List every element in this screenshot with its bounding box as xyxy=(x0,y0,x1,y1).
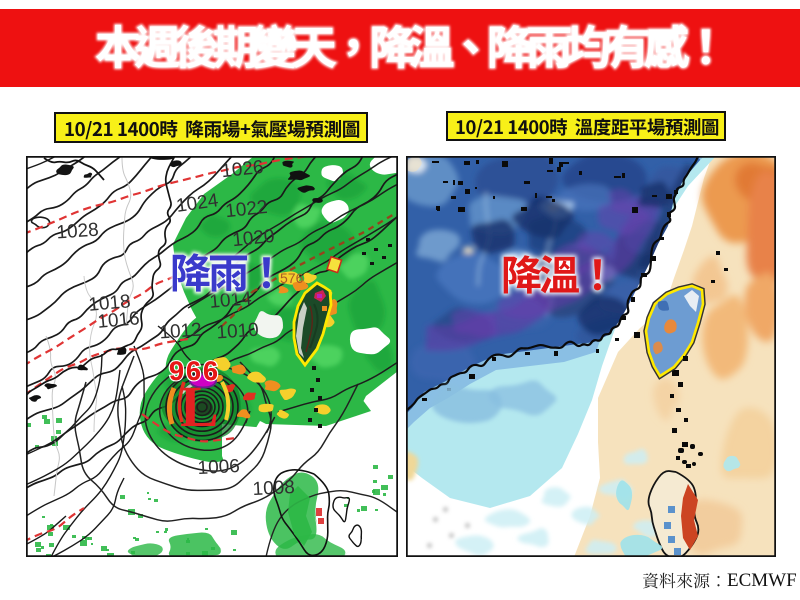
svg-text:966: 966 xyxy=(169,356,220,386)
svg-text:1008: 1008 xyxy=(252,477,295,500)
svg-text:1028: 1028 xyxy=(56,220,100,244)
svg-text:1020: 1020 xyxy=(231,226,275,251)
svg-text:1026: 1026 xyxy=(220,157,264,182)
svg-text:L: L xyxy=(180,374,219,439)
svg-text:1016: 1016 xyxy=(97,308,141,333)
svg-text:576: 576 xyxy=(280,270,304,286)
svg-text:1012: 1012 xyxy=(159,320,203,344)
svg-text:1010: 1010 xyxy=(216,320,260,344)
svg-text:966: 966 xyxy=(169,356,220,386)
svg-text:1018: 1018 xyxy=(88,291,132,316)
svg-text:1022: 1022 xyxy=(224,197,268,222)
svg-text:1006: 1006 xyxy=(197,456,240,479)
